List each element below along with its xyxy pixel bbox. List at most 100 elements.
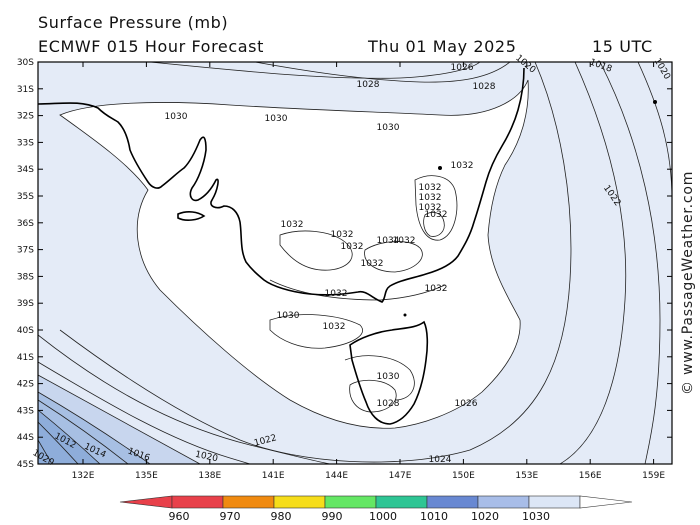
colorbar-label: 1030 bbox=[522, 510, 550, 523]
lon-label: 135E bbox=[135, 471, 158, 481]
isobar-1022-east bbox=[599, 62, 661, 464]
lat-label: 36S bbox=[17, 219, 34, 229]
lon-label: 150E bbox=[452, 471, 475, 481]
lat-label: 39S bbox=[17, 299, 34, 309]
colorbar-swatch bbox=[222, 495, 275, 509]
pressure-label: 1032 bbox=[331, 230, 354, 240]
coastline-mainland bbox=[38, 67, 525, 303]
site-credit: © www.PassageWeather.com bbox=[680, 170, 696, 395]
forecast-model: ECMWF 015 Hour Forecast bbox=[38, 37, 264, 56]
island bbox=[403, 313, 407, 317]
colorbar-label: 1000 bbox=[369, 510, 397, 523]
longitude-axis: 132E 135E 138E 141E 144E 147E 150E 153E 156E 159E bbox=[72, 62, 665, 481]
map-frame bbox=[37, 61, 673, 465]
isobar-1016 bbox=[38, 409, 101, 464]
isobar-1034 bbox=[423, 211, 445, 237]
lat-label: 44S bbox=[17, 433, 34, 443]
pressure-label: 1030 bbox=[277, 311, 300, 321]
isobar-1030 bbox=[59, 79, 529, 429]
isobar-1028 bbox=[59, 62, 572, 463]
island bbox=[438, 166, 442, 170]
forecast-date: Thu 01 May 2025 bbox=[368, 37, 517, 56]
isobar-1020 bbox=[38, 391, 151, 464]
lat-label: 43S bbox=[17, 406, 34, 416]
colorbar-swatch bbox=[477, 495, 530, 509]
lat-label: 40S bbox=[17, 326, 34, 336]
colorbar-low-arrow bbox=[119, 495, 173, 509]
lat-label: 37S bbox=[17, 246, 34, 256]
colorbar-swatch bbox=[375, 495, 428, 509]
pressure-label: 1028 bbox=[357, 80, 380, 90]
colorbar-label: 980 bbox=[271, 510, 292, 523]
isobar-1030-inner bbox=[344, 355, 415, 401]
pressure-band-1010 bbox=[38, 410, 100, 464]
isobar-1012 bbox=[38, 439, 53, 464]
pressure-label: 1032 bbox=[419, 193, 442, 203]
isobar-1032-f bbox=[349, 379, 397, 413]
coastline-kangaroo-island bbox=[177, 211, 206, 221]
latitude-axis: 30S 31S 32S 33S 34S 35S 36S 37S 38S 39S 40S 41S 42S 4… bbox=[17, 58, 672, 470]
isobar-1024 bbox=[559, 62, 627, 464]
colorbar-swatch bbox=[171, 495, 224, 509]
isobar-1014 bbox=[38, 421, 79, 464]
pressure-label: 1030 bbox=[265, 114, 288, 124]
forecast-time: 15 UTC bbox=[592, 37, 653, 56]
colorbar-swatch bbox=[528, 495, 581, 509]
pressure-label: 1032 bbox=[419, 183, 442, 193]
lon-label: 132E bbox=[72, 471, 95, 481]
pressure-label: 1032 bbox=[425, 284, 448, 294]
isobar-1024-sw bbox=[38, 361, 251, 464]
pressure-label: 1028 bbox=[377, 399, 400, 409]
lon-label: 138E bbox=[198, 471, 221, 481]
isobar-1028-north bbox=[149, 62, 481, 79]
isobar-1022 bbox=[38, 374, 201, 464]
pressure-label: 1032 bbox=[425, 210, 448, 220]
pressure-label: 1026 bbox=[455, 399, 478, 409]
coastline-tasmania bbox=[349, 320, 429, 425]
pressure-label: 1028 bbox=[473, 82, 496, 92]
lat-label: 42S bbox=[17, 380, 34, 390]
pressure-label: 1032 bbox=[393, 236, 416, 246]
isobar-1026-north bbox=[254, 62, 511, 83]
pressure-label: 1032 bbox=[325, 289, 348, 299]
pressure-label: 1032 bbox=[341, 242, 364, 252]
lat-label: 41S bbox=[17, 353, 34, 363]
colorbar-swatch bbox=[426, 495, 479, 509]
colorbar-swatch bbox=[273, 495, 326, 509]
pressure-label: 1032 bbox=[323, 322, 346, 332]
lon-label: 156E bbox=[579, 471, 602, 481]
lon-label: 147E bbox=[389, 471, 412, 481]
pressure-label: 1030 bbox=[377, 372, 400, 382]
lon-label: 144E bbox=[325, 471, 348, 481]
lat-label: 32S bbox=[17, 112, 34, 122]
lat-label: 35S bbox=[17, 192, 34, 202]
pressure-label: 1030 bbox=[377, 123, 400, 133]
isobar-1018 bbox=[38, 399, 129, 464]
isobar-1032-d bbox=[269, 314, 363, 349]
isobar-1032-e bbox=[269, 279, 446, 301]
colorbar-label: 1010 bbox=[420, 510, 448, 523]
colorbar-label: 1020 bbox=[471, 510, 499, 523]
pressure-band-1030 bbox=[60, 80, 529, 429]
pressure-label: 1032 bbox=[419, 203, 442, 213]
colorbar-high-arrow bbox=[579, 495, 633, 509]
isobar-1032-a bbox=[279, 230, 353, 271]
lat-label: 45S bbox=[17, 460, 34, 470]
island bbox=[653, 100, 657, 104]
isobar-1032-b bbox=[364, 241, 423, 273]
isobar-1032-c bbox=[414, 175, 458, 241]
colorbar-label: 960 bbox=[169, 510, 190, 523]
colorbar-label: 970 bbox=[220, 510, 241, 523]
pressure-label: 1020 bbox=[194, 450, 219, 465]
pressure-label: 1032 bbox=[451, 161, 474, 171]
lat-label: 38S bbox=[17, 272, 34, 282]
pressure-label: 1030 bbox=[165, 112, 188, 122]
lat-label: 33S bbox=[17, 138, 34, 148]
pressure-label: 1026 bbox=[451, 63, 474, 73]
map-title: Surface Pressure (mb) bbox=[38, 13, 229, 32]
lat-label: 30S bbox=[17, 58, 34, 68]
pressure-colorbar: 960 970 980 990 1000 1010 1020 1030 bbox=[119, 495, 633, 523]
pressure-label: 1032 bbox=[281, 220, 304, 230]
pressure-label: 1034 bbox=[377, 236, 400, 246]
lat-label: 34S bbox=[17, 165, 34, 175]
